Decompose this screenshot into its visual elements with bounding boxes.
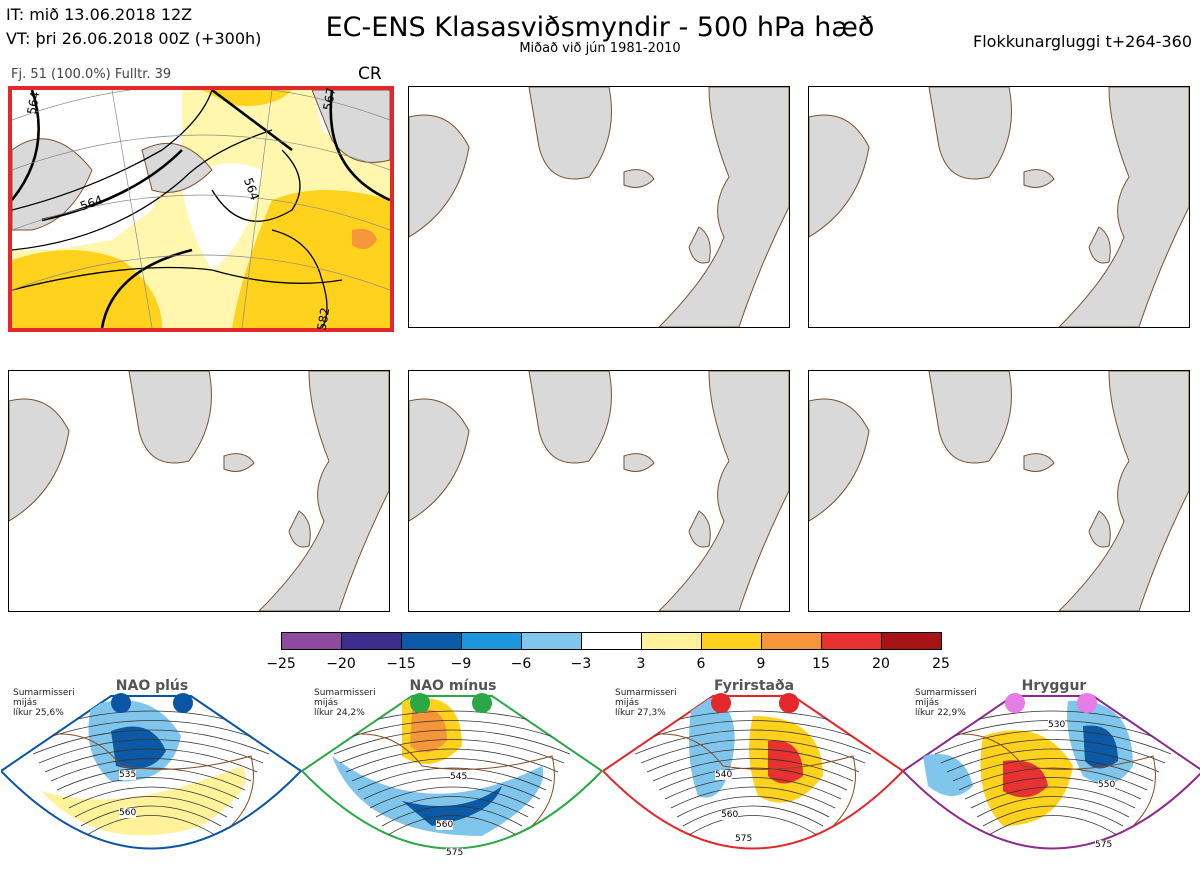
colorbar-label: 25 [932, 656, 950, 672]
regime-info-line: mijás [915, 698, 939, 708]
regime-dot [1077, 693, 1097, 713]
cluster-map-4[interactable] [8, 370, 390, 612]
colorbar-swatch [401, 632, 462, 650]
regime-info: Sumarmisseri mijás líkur 22,9% [915, 688, 977, 718]
colorbar-label: −15 [386, 656, 416, 672]
regime-info-line: Sumarmisseri [615, 688, 677, 698]
regime-info: Sumarmisseri mijás líkur 24,2% [314, 688, 376, 718]
colorbar-swatch [761, 632, 822, 650]
regime-name: NAO mínus [409, 678, 497, 694]
regime-contour-label: 575 [446, 848, 464, 858]
colorbar-label: −6 [510, 656, 532, 672]
classification-window: Flokkunargluggi t+264-360 [973, 32, 1192, 51]
regime-panel[interactable]: NAO plús Sumarmisseri mijás líkur 25,6% 535 5… [0, 676, 303, 871]
colorbar-swatch [881, 632, 942, 650]
page-subtitle: Miðað við jún 1981-2010 [519, 41, 681, 56]
regime-info-line: líkur 22,9% [915, 708, 966, 718]
colorbar-label: 9 [756, 656, 766, 672]
regime-info: Sumarmisseri mijás líkur 27,3% [615, 688, 677, 718]
regime-info-line: mijás [615, 698, 639, 708]
colorbar-swatch [521, 632, 582, 650]
regime-info-line: Sumarmisseri [915, 688, 977, 698]
colorbar-swatch [701, 632, 762, 650]
regime-contour-label: 560 [436, 820, 454, 830]
cluster-map-3[interactable] [808, 86, 1190, 328]
cluster-map-1[interactable] [8, 86, 394, 332]
regime-dot [410, 693, 430, 713]
regime-panel[interactable]: Hryggur Sumarmisseri mijás líkur 22,9% 530 55… [901, 676, 1200, 871]
regime-info-line: Sumarmisseri [13, 688, 75, 698]
regime-info-line: mijás [314, 698, 338, 708]
regime-name: Hryggur [1021, 678, 1087, 694]
regime-dot [111, 693, 131, 713]
regime-panel[interactable]: NAO mínus Sumarmisseri mijás líkur 24,2% 545… [300, 676, 604, 871]
regime-info-line: líkur 24,2% [314, 708, 365, 718]
regime-dot [1005, 693, 1025, 713]
regime-contour-label: 560 [721, 810, 739, 820]
regime-name: Fyrirstaða [713, 678, 795, 694]
initial-time: IT: mið 13.06.2018 12Z [6, 5, 193, 24]
regime-contour-label: 560 [119, 808, 137, 818]
colorbar-swatch [461, 632, 522, 650]
regime-info-line: mijás [13, 698, 37, 708]
cluster-map-5[interactable] [408, 370, 790, 612]
regime-contour-label: 540 [715, 770, 733, 780]
regime-contour-label: 530 [1048, 720, 1066, 730]
colorbar-swatch [821, 632, 882, 650]
regime-contour-label: 550 [1098, 780, 1116, 790]
regime-dot [472, 693, 492, 713]
regime-info-line: líkur 25,6% [13, 708, 64, 718]
page-title: EC-ENS Klasasviðsmyndir - 500 hPa hæð [325, 12, 875, 43]
cluster-map-6[interactable] [808, 370, 1190, 612]
colorbar-label: 15 [812, 656, 830, 672]
regime-dot [173, 693, 193, 713]
regime-contour-label: 545 [450, 772, 468, 782]
regime-dot [711, 693, 731, 713]
colorbar-swatch [281, 632, 342, 650]
colorbar-swatch [641, 632, 702, 650]
regime-info-line: líkur 27,3% [615, 708, 666, 718]
colorbar-label: −3 [570, 656, 592, 672]
colorbar-label: −20 [326, 656, 356, 672]
valid-time: VT: þri 26.06.2018 00Z (+300h) [6, 29, 262, 48]
regime-dot [779, 693, 799, 713]
cluster-info: Fj. 51 (100.0%) Fulltr. 39 [11, 67, 172, 82]
cluster-map-2[interactable] [408, 86, 790, 328]
regime-info: Sumarmisseri mijás líkur 25,6% [13, 688, 75, 718]
regime-contour-label: 575 [1095, 840, 1113, 850]
regime-info-line: Sumarmisseri [314, 688, 376, 698]
colorbar-label: 3 [636, 656, 646, 672]
colorbar-label: 6 [696, 656, 706, 672]
colorbar-label: −9 [450, 656, 472, 672]
cluster-code: CR [358, 64, 382, 84]
colorbar-label: −25 [266, 656, 296, 672]
regime-panel[interactable]: Fyrirstaða Sumarmisseri mijás líkur 27,3% 54… [601, 676, 905, 871]
regime-contour-label: 575 [735, 834, 753, 844]
colorbar-swatch [341, 632, 402, 650]
regime-name: NAO plús [115, 678, 189, 694]
colorbar-label: 20 [872, 656, 890, 672]
colorbar-swatch [581, 632, 642, 650]
regime-contour-label: 535 [119, 770, 137, 780]
